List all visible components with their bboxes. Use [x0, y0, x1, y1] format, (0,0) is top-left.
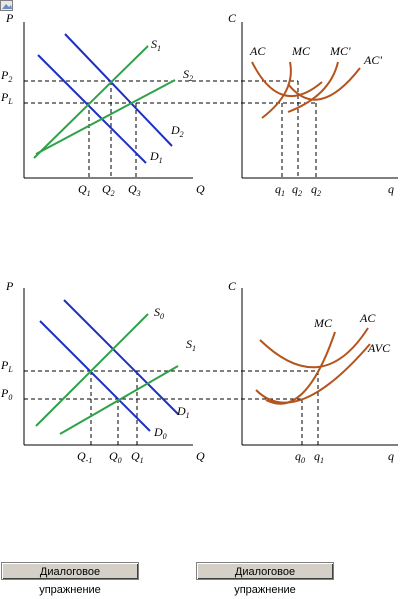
bottom-quantity-label: Q0 — [109, 449, 122, 465]
bottom-avc-curve — [255, 343, 371, 404]
top-quantity-label: Q2 — [102, 182, 115, 198]
bottom-quantity-label: Q-1 — [77, 449, 92, 465]
bottom-market-panel: P Q PL P0 Q-1 Q0 Q1 S0 S1 D1 D0 — [0, 279, 318, 465]
bottom-market-x-label: Q — [196, 449, 205, 463]
top-acprime-label: AC' — [363, 53, 382, 67]
bottom-ac-label: AC — [359, 311, 376, 325]
top-price-label: PL — [0, 90, 13, 106]
bottom-ac-curve — [259, 327, 369, 369]
top-supply-s1 — [33, 45, 149, 159]
bottom-price-label: P0 — [0, 386, 12, 402]
top-curve-label-d1: D1 — [149, 149, 163, 165]
bottom-firm-q-label: q1 — [314, 449, 324, 465]
bottom-quantity-label: Q1 — [131, 449, 144, 465]
top-mcprime-curve — [287, 61, 339, 113]
bottom-curve-label-s1: S1 — [186, 337, 196, 353]
top-mc-label: MC — [291, 44, 311, 58]
top-curve-label-d2: D2 — [170, 123, 184, 139]
bottom-market-y-label: P — [5, 279, 14, 293]
top-firm-q-label: q2 — [292, 182, 302, 198]
top-mcprime-label: MC' — [329, 44, 351, 58]
dialog-exercise-button-2[interactable]: Диалоговое упражнение — [196, 562, 334, 596]
bottom-firm-panel: C q q0 q1 MC AC AVC — [228, 279, 398, 465]
bottom-avc-label: AVC — [367, 341, 391, 355]
diagram-canvas: P Q P2 PL Q1 Q2 Q3 S1 S2 D2 D1 C q q1 q2… — [0, 11, 398, 465]
top-ac-label: AC — [249, 44, 266, 58]
top-supply-s2 — [35, 79, 176, 155]
broken-image-icon — [0, 0, 13, 11]
bottom-curve-label-s0: S0 — [154, 305, 164, 321]
bottom-curve-label-d0: D0 — [153, 425, 167, 441]
top-mc-curve — [261, 61, 292, 119]
top-firm-x-label: q — [388, 182, 394, 196]
top-demand-d1 — [37, 54, 147, 164]
bottom-supply-s1 — [59, 365, 179, 435]
bottom-mc-label: MC — [313, 316, 333, 330]
top-quantity-label: Q3 — [128, 182, 141, 198]
top-market-x-label: Q — [196, 182, 205, 196]
dialog-exercise-button-1[interactable]: Диалоговое упражнение — [1, 562, 139, 596]
bottom-mc-curve — [265, 331, 336, 405]
bottom-firm-x-label: q — [388, 449, 394, 463]
bottom-price-label: PL — [0, 358, 13, 374]
bottom-demand-d0 — [39, 320, 151, 432]
bottom-curve-label-d1: D1 — [176, 404, 190, 420]
top-firm-q-label: q2 — [311, 182, 321, 198]
bottom-firm-q-label: q0 — [295, 449, 305, 465]
top-firm-q-label: q1 — [275, 182, 285, 198]
top-acprime-curve — [287, 67, 361, 101]
top-market-panel: P Q P2 PL Q1 Q2 Q3 S1 S2 D2 D1 — [0, 11, 316, 198]
bottom-demand-d1 — [63, 299, 179, 415]
top-price-label: P2 — [0, 68, 12, 84]
top-curve-label-s1: S1 — [151, 37, 161, 53]
bottom-firm-y-label: C — [228, 279, 237, 293]
top-firm-panel: C q q1 q2 q2 AC MC MC' AC' — [228, 11, 398, 198]
top-quantity-label: Q1 — [78, 182, 91, 198]
top-curve-label-s2: S2 — [183, 67, 193, 83]
top-demand-d2 — [64, 33, 173, 147]
top-market-y-label: P — [5, 11, 14, 25]
top-firm-y-label: C — [228, 11, 237, 25]
bottom-supply-s0 — [35, 313, 149, 427]
